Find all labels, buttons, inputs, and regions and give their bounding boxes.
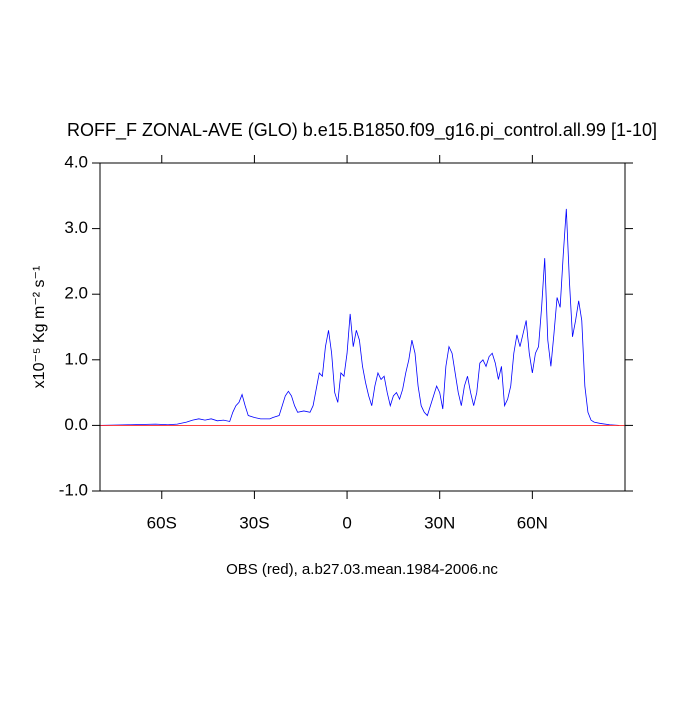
chart-title: ROFF_F ZONAL-AVE (GLO) b.e15.B1850.f09_g… — [67, 120, 657, 141]
x-tick-label: 30S — [239, 513, 269, 532]
y-tick-label: 1.0 — [64, 349, 88, 368]
x-tick-label: 60N — [517, 513, 548, 532]
y-tick-label: 4.0 — [64, 152, 88, 171]
data-line — [99, 208, 619, 426]
x-tick-label: 30N — [424, 513, 455, 532]
y-tick-label: -1.0 — [59, 480, 88, 499]
subtitle: OBS (red), a.b27.03.mean.1984-2006.nc — [226, 561, 498, 578]
y-tick-label: 0.0 — [64, 415, 88, 434]
y-axis-label: x10⁻⁵ Kg m⁻² s⁻¹ — [31, 266, 48, 389]
x-tick-label: 60S — [147, 513, 177, 532]
y-tick-label: 2.0 — [64, 284, 88, 303]
x-tick-label: 0 — [342, 513, 351, 532]
plot-frame — [99, 162, 626, 492]
y-tick-label: 3.0 — [64, 218, 88, 237]
